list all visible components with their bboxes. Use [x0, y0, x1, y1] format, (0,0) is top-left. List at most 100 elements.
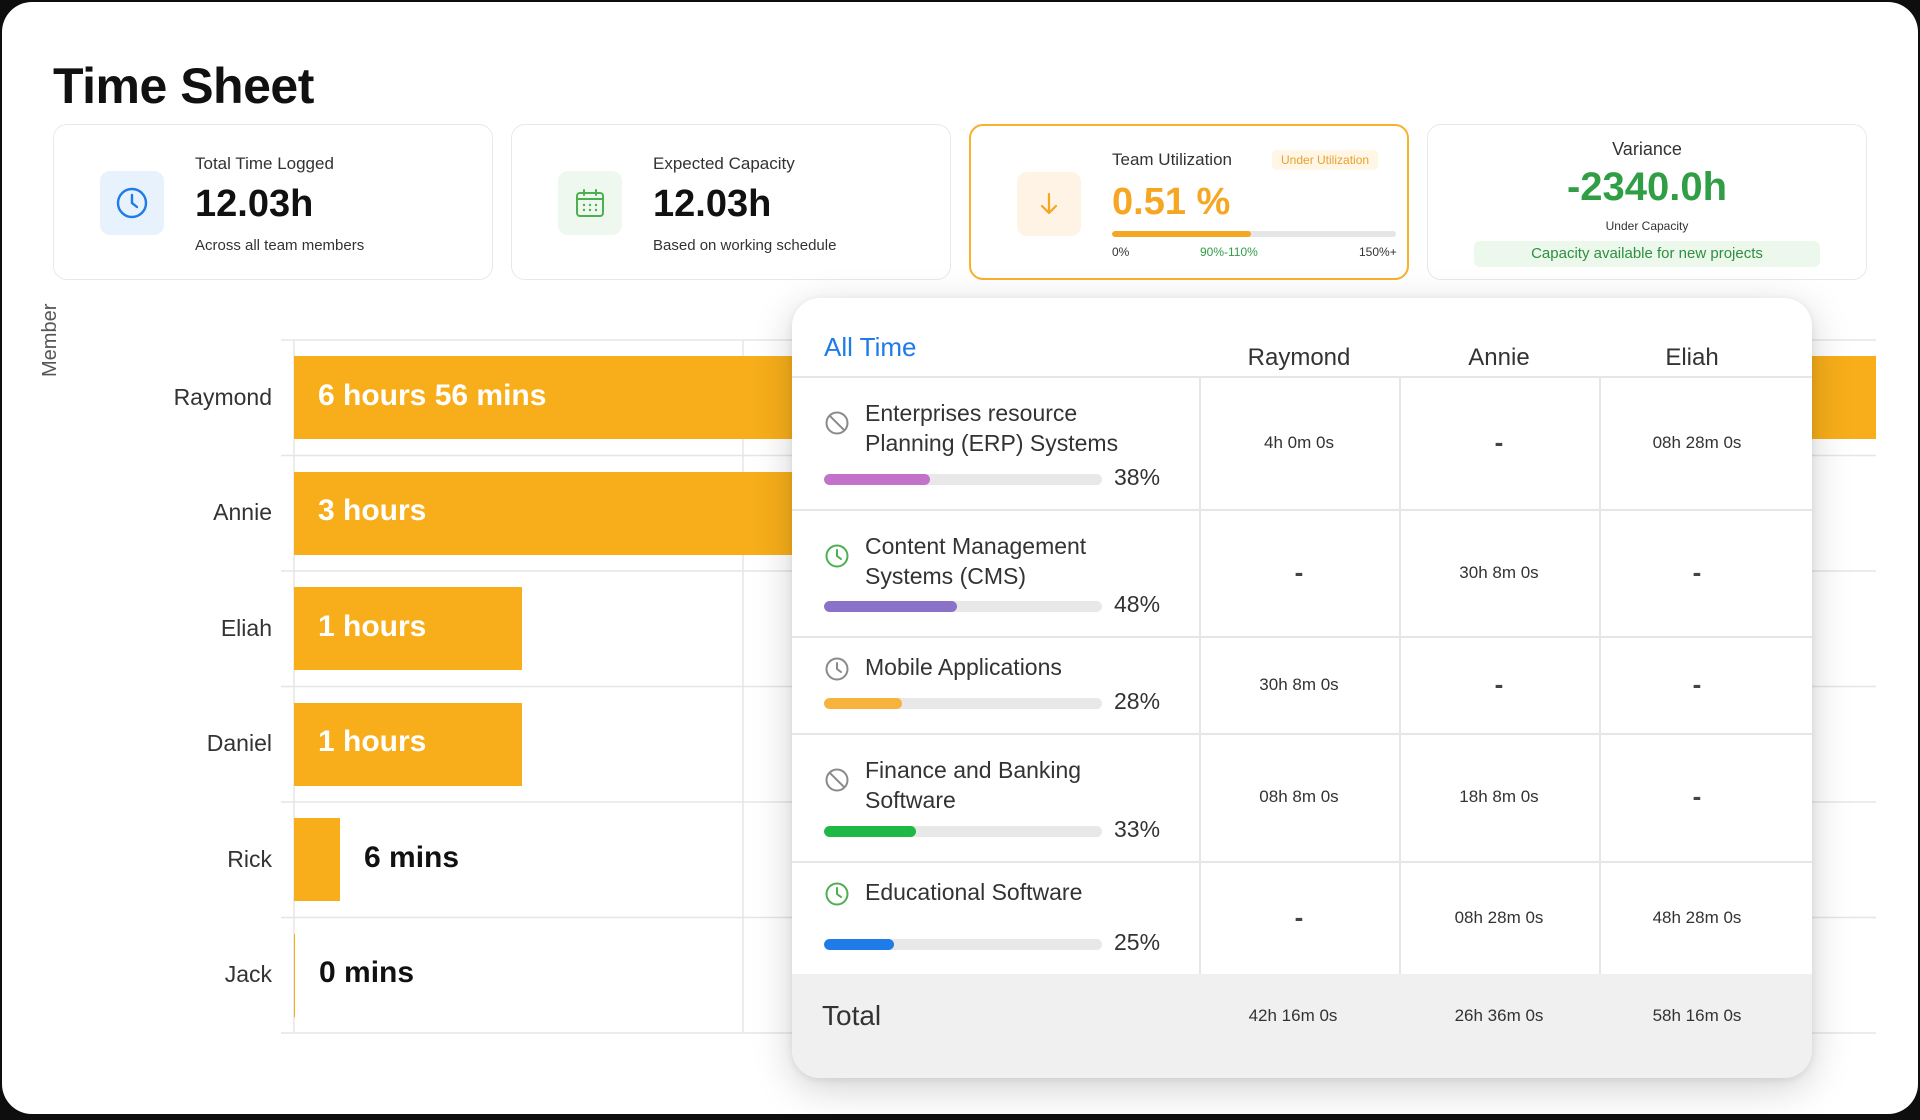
member-label: Jack: [224, 961, 272, 988]
card-label: Team Utilization: [1112, 150, 1232, 169]
row-divider: [792, 636, 1812, 638]
project-percent: 48%: [1114, 591, 1161, 617]
project-name: Finance and Banking Software: [865, 757, 1082, 813]
member-label: Raymond: [173, 383, 272, 410]
time-cell: -: [1494, 426, 1504, 457]
card-subtext: Across all team members: [195, 237, 365, 254]
card-label: Expected Capacity: [653, 154, 795, 173]
period-filter[interactable]: All Time: [824, 332, 917, 362]
project-percent: 25%: [1114, 929, 1161, 955]
card-subtext: Based on working schedule: [653, 237, 837, 254]
member-label: Eliah: [220, 614, 272, 641]
project-progress-fill: [824, 939, 894, 950]
column-divider: [1599, 376, 1601, 974]
scale-min-label: 0%: [1112, 245, 1130, 259]
column-divider: [1199, 376, 1201, 974]
project-breakdown-popover: All Time Raymond Annie Eliah Enterprises…: [792, 298, 1812, 1078]
project-progress-fill: [824, 601, 958, 612]
scale-target-label: 90%-110%: [1200, 245, 1258, 259]
bar[interactable]: [294, 818, 340, 902]
time-cell: -: [1494, 668, 1504, 699]
bar-value-label: 0 mins: [319, 956, 415, 990]
expected-capacity-card: Expected Capacity 12.03h Based on workin…: [511, 124, 951, 280]
project-percent: 33%: [1114, 816, 1161, 842]
bar[interactable]: [294, 933, 295, 1017]
clock-icon: [824, 656, 850, 682]
bar-value-label: 6 mins: [364, 840, 460, 874]
project-percent: 28%: [1114, 688, 1161, 714]
project-progress-bar: [824, 939, 1102, 950]
time-cell: -: [1294, 901, 1304, 932]
project-name: Educational Software: [865, 879, 1083, 905]
project-percent: 38%: [1114, 464, 1161, 490]
column-header: Eliah: [1665, 344, 1719, 371]
total-cell: 58h 16m 0s: [1652, 1006, 1742, 1025]
project-progress-bar: [824, 474, 1102, 485]
time-cell: 08h 28m 0s: [1454, 907, 1544, 927]
bar-value-label: 1 hours: [318, 725, 427, 759]
time-cell: -: [1692, 668, 1702, 699]
row-divider: [792, 376, 1812, 378]
row-divider: [792, 509, 1812, 511]
time-cell: -: [1294, 556, 1304, 587]
status-badge: Under Utilization: [1272, 150, 1379, 170]
card-value: 12.03h: [653, 183, 772, 225]
page-title: Time Sheet: [53, 58, 314, 114]
scale-max-label: 150%+: [1359, 245, 1397, 259]
time-cell: -: [1692, 556, 1702, 587]
bar[interactable]: [294, 587, 522, 671]
time-cell: 18h 8m 0s: [1459, 787, 1539, 806]
card-label: Variance: [1612, 139, 1682, 159]
project-progress-fill: [824, 698, 902, 709]
card-label: Total Time Logged: [195, 154, 334, 173]
clock-icon: [824, 543, 850, 569]
capacity-note: Capacity available for new projects: [1474, 241, 1820, 267]
y-axis-title: Member: [39, 303, 61, 377]
project-progress-bar: [824, 698, 1102, 709]
project-name: Mobile Applications: [865, 654, 1062, 680]
project-progress-fill: [824, 474, 930, 485]
bar[interactable]: [294, 702, 522, 786]
team-utilization-card: Team Utilization Under Utilization 0.51 …: [969, 124, 1409, 280]
utilization-progress-bar: [1112, 231, 1396, 237]
time-cell: 08h 8m 0s: [1259, 787, 1339, 806]
member-label: Rick: [227, 845, 272, 872]
total-time-card: Total Time Logged 12.03h Across all team…: [53, 124, 493, 280]
column-divider: [1399, 376, 1401, 974]
bar-value-label: 6 hours 56 mins: [318, 378, 547, 412]
member-label: Annie: [213, 499, 272, 526]
clock-icon: [100, 171, 164, 235]
project-progress-bar: [824, 826, 1102, 837]
project-progress-fill: [824, 826, 916, 837]
column-header: Raymond: [1247, 344, 1351, 371]
column-header: Annie: [1468, 344, 1530, 371]
member-label: Daniel: [206, 730, 272, 757]
blocked-icon: [824, 767, 850, 793]
variance-card: Variance -2340.0h Under Capacity Capacit…: [1427, 124, 1867, 280]
bar-value-label: 1 hours: [318, 609, 427, 643]
utilization-progress-fill: [1112, 231, 1252, 237]
card-subtext: Under Capacity: [1605, 219, 1689, 233]
time-cell: 30h 8m 0s: [1259, 674, 1339, 694]
total-cell: 42h 16m 0s: [1248, 1006, 1338, 1025]
total-row: Total 42h 16m 0s 26h 36m 0s 58h 16m 0s: [792, 974, 1812, 1078]
project-name: Content Management Systems (CMS): [865, 533, 1087, 589]
total-cell: 26h 36m 0s: [1454, 1006, 1544, 1025]
clock-icon: [824, 881, 850, 907]
blocked-icon: [824, 410, 850, 436]
card-value: -2340.0h: [1566, 165, 1728, 209]
time-cell: 08h 28m 0s: [1652, 432, 1742, 452]
card-value: 0.51 %: [1112, 181, 1231, 223]
project-name: Enterprises resource Planning (ERP) Syst…: [865, 400, 1119, 456]
time-cell: 30h 8m 0s: [1459, 562, 1539, 582]
arrow-down-icon: [1017, 172, 1081, 236]
calendar-icon: [558, 171, 622, 235]
time-cell: 48h 28m 0s: [1652, 907, 1742, 927]
bar-value-label: 3 hours: [318, 494, 427, 528]
row-divider: [792, 861, 1812, 863]
total-label: Total: [822, 1000, 882, 1031]
time-cell: 4h 0m 0s: [1264, 432, 1334, 452]
card-value: 12.03h: [195, 183, 314, 225]
project-progress-bar: [824, 601, 1102, 612]
